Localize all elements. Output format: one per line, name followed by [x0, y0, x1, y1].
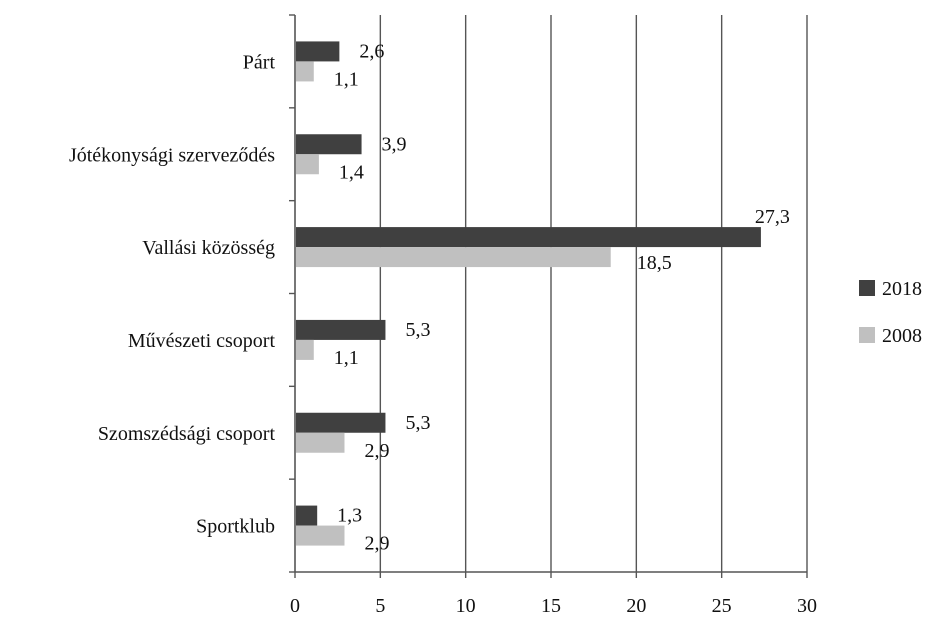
x-tick-label-30: 30: [797, 595, 817, 617]
data-label-2018-muveszeti-csoport: 5,3: [405, 319, 430, 341]
data-label-2018-sportklub: 1,3: [337, 505, 362, 527]
category-label-sportklub: Sportklub: [196, 516, 275, 538]
category-label-part: Párt: [243, 51, 276, 73]
bar-2018-sportklub: [296, 505, 318, 526]
data-label-2018-szomszedsagi-csoport: 5,3: [405, 412, 430, 434]
data-labels: 2,61,13,91,427,318,55,31,15,32,91,32,9: [334, 40, 790, 554]
data-label-2018-vallasi-kozosseg: 27,3: [755, 206, 790, 228]
axes: [289, 14, 808, 578]
data-label-2008-sportklub: 2,9: [364, 533, 389, 555]
data-label-2018-jotekonysagi-szervezodes: 3,9: [382, 133, 407, 155]
category-label-jotekonysagi-szervezodes: Jótékonysági szerveződés: [69, 144, 275, 166]
x-tick-label-0: 0: [290, 595, 300, 617]
legend-label-2008: 2008: [882, 325, 922, 347]
legend: 2018 2008: [859, 278, 922, 347]
category-label-szomszedsagi-csoport: Szomszédsági csoport: [98, 423, 276, 445]
x-tick-label-15: 15: [541, 595, 561, 617]
bar-2018-part: [296, 41, 340, 62]
data-label-2008-szomszedsagi-csoport: 2,9: [364, 440, 389, 462]
legend-label-2018: 2018: [882, 278, 922, 300]
data-label-2008-muveszeti-csoport: 1,1: [334, 347, 359, 369]
data-label-2008-vallasi-kozosseg: 18,5: [637, 252, 672, 274]
bar-2018-jotekonysagi-szervezodes: [296, 134, 362, 155]
bar-2008-szomszedsagi-csoport: [296, 432, 345, 453]
gridlines: [379, 15, 808, 572]
bar-2008-part: [296, 61, 314, 82]
x-tick-label-20: 20: [626, 595, 646, 617]
bar-2018-muveszeti-csoport: [296, 319, 386, 340]
data-label-2008-part: 1,1: [334, 68, 359, 90]
category-label-muveszeti-csoport: Művészeti csoport: [128, 330, 276, 352]
bar-2008-muveszeti-csoport: [296, 339, 314, 360]
category-labels: Párt Jótékonysági szerveződés Vallási közö…: [69, 51, 275, 537]
bar-2018-vallasi-kozosseg: [296, 227, 761, 248]
bar-2018-szomszedsagi-csoport: [296, 412, 386, 433]
x-tick-label-10: 10: [456, 595, 476, 617]
legend-swatch-2018: [859, 280, 875, 296]
data-label-2008-jotekonysagi-szervezodes: 1,4: [339, 161, 364, 183]
bar-2008-vallasi-kozosseg: [296, 247, 611, 268]
category-label-vallasi-kozosseg: Vallási közösség: [142, 237, 275, 259]
x-tick-label-5: 5: [375, 595, 385, 617]
legend-swatch-2008: [859, 327, 875, 343]
x-tick-label-25: 25: [712, 595, 732, 617]
bar-2008-sportklub: [296, 525, 345, 546]
bars: [296, 41, 761, 546]
x-tick-labels: 0 5 10 15 20 25 30: [290, 595, 817, 617]
data-label-2018-part: 2,6: [359, 40, 384, 62]
bar-2008-jotekonysagi-szervezodes: [296, 154, 319, 175]
